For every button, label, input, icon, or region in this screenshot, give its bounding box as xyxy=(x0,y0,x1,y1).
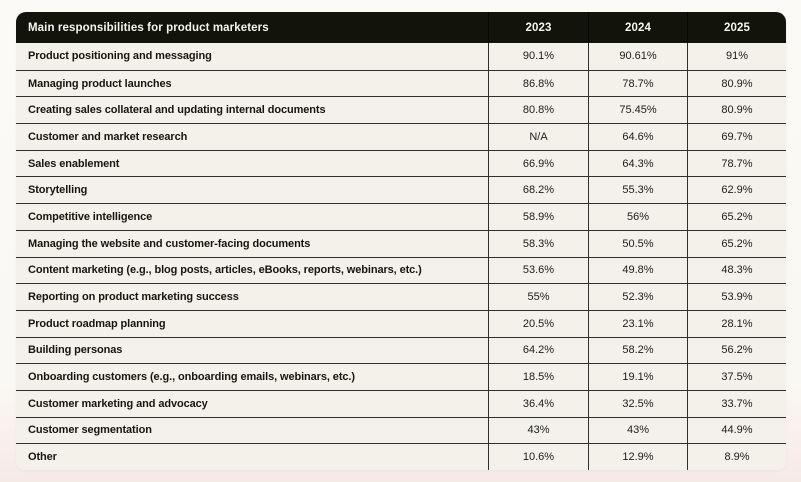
cell-2024: 50.5% xyxy=(588,230,687,257)
row-label: Creating sales collateral and updating i… xyxy=(28,104,326,117)
cell-2024: 64.6% xyxy=(588,124,687,150)
cell-2023: 36.4% xyxy=(488,390,588,417)
row-label: Content marketing (e.g., blog posts, art… xyxy=(28,264,422,277)
cell-2025: 33.7% xyxy=(687,390,786,417)
row-label: Managing product launches xyxy=(28,77,172,90)
header-year-2025: 2025 xyxy=(687,12,786,43)
data-table: Main responsibilities for product market… xyxy=(16,12,786,470)
cell-2023: 53.6% xyxy=(488,257,588,284)
cell-2023: 55% xyxy=(488,284,588,310)
table-row: Customer and market research N/A 64.6% 6… xyxy=(16,123,786,150)
row-label: Building personas xyxy=(28,344,123,357)
cell-2023: 43% xyxy=(488,417,588,444)
table-row: Building personas 64.2% 58.2% 56.2% xyxy=(16,336,786,364)
cell-2025: 65.2% xyxy=(687,204,786,230)
table-header-row: Main responsibilities for product market… xyxy=(16,12,786,43)
cell-2024: 55.3% xyxy=(588,177,687,204)
table-row: Reporting on product marketing success 5… xyxy=(16,283,786,310)
cell-2024: 43% xyxy=(588,417,687,444)
table-row: Storytelling 68.2% 55.3% 62.9% xyxy=(16,176,786,204)
cell-2025: 56.2% xyxy=(687,337,786,364)
cell-2025: 44.9% xyxy=(687,417,786,444)
row-label: Customer and market research xyxy=(28,130,188,143)
cell-2023: 90.1% xyxy=(488,43,588,70)
cell-2025: 80.9% xyxy=(687,97,786,124)
cell-2023: 68.2% xyxy=(488,177,588,204)
cell-2024: 23.1% xyxy=(588,310,687,337)
header-year-2023: 2023 xyxy=(488,12,588,43)
cell-2025: 48.3% xyxy=(687,257,786,284)
table-row: Competitive intelligence 58.9% 56% 65.2% xyxy=(16,203,786,230)
cell-2024: 52.3% xyxy=(588,284,687,310)
table-row: Product roadmap planning 20.5% 23.1% 28.… xyxy=(16,309,786,337)
cell-2023: N/A xyxy=(488,124,588,150)
row-label: Product positioning and messaging xyxy=(28,50,212,63)
header-year-2024: 2024 xyxy=(588,12,687,43)
table-row: Content marketing (e.g., blog posts, art… xyxy=(16,256,786,284)
cell-2025: 78.7% xyxy=(687,150,786,177)
cell-2023: 18.5% xyxy=(488,364,588,390)
cell-2024: 12.9% xyxy=(588,444,687,470)
table-row: Customer segmentation 43% 43% 44.9% xyxy=(16,416,786,444)
cell-2024: 32.5% xyxy=(588,390,687,417)
cell-2023: 58.3% xyxy=(488,230,588,257)
row-label: Onboarding customers (e.g., onboarding e… xyxy=(28,371,355,384)
cell-2024: 75.45% xyxy=(588,97,687,124)
cell-2025: 8.9% xyxy=(687,444,786,470)
row-label: Competitive intelligence xyxy=(28,210,153,223)
cell-2025: 91% xyxy=(687,43,786,70)
row-label: Storytelling xyxy=(28,184,88,197)
cell-2024: 58.2% xyxy=(588,337,687,364)
cell-2025: 80.9% xyxy=(687,70,786,97)
cell-2025: 28.1% xyxy=(687,310,786,337)
cell-2024: 49.8% xyxy=(588,257,687,284)
header-title: Main responsibilities for product market… xyxy=(28,21,269,34)
cell-2024: 78.7% xyxy=(588,70,687,97)
row-label: Sales enablement xyxy=(28,157,120,170)
cell-2024: 64.3% xyxy=(588,150,687,177)
row-label: Product roadmap planning xyxy=(28,317,166,330)
table-row: Sales enablement 66.9% 64.3% 78.7% xyxy=(16,149,786,177)
cell-2023: 86.8% xyxy=(488,70,588,97)
row-label: Reporting on product marketing success xyxy=(28,291,239,304)
table-row: Product positioning and messaging 90.1% … xyxy=(16,43,786,70)
table-row: Onboarding customers (e.g., onboarding e… xyxy=(16,363,786,390)
cell-2025: 53.9% xyxy=(687,284,786,310)
row-label: Managing the website and customer-facing… xyxy=(28,237,311,250)
cell-2025: 69.7% xyxy=(687,124,786,150)
cell-2024: 56% xyxy=(588,204,687,230)
cell-2023: 10.6% xyxy=(488,444,588,470)
row-label: Other xyxy=(28,451,57,464)
table-row: Managing the website and customer-facing… xyxy=(16,229,786,257)
row-label: Customer marketing and advocacy xyxy=(28,397,208,410)
cell-2025: 37.5% xyxy=(687,364,786,390)
cell-2025: 65.2% xyxy=(687,230,786,257)
table-row: Customer marketing and advocacy 36.4% 32… xyxy=(16,389,786,417)
cell-2023: 80.8% xyxy=(488,97,588,124)
cell-2023: 58.9% xyxy=(488,204,588,230)
table-row: Other 10.6% 12.9% 8.9% xyxy=(16,443,786,470)
table-row: Creating sales collateral and updating i… xyxy=(16,96,786,124)
cell-2023: 64.2% xyxy=(488,337,588,364)
row-label: Customer segmentation xyxy=(28,424,152,437)
cell-2024: 90.61% xyxy=(588,43,687,70)
cell-2025: 62.9% xyxy=(687,177,786,204)
cell-2023: 20.5% xyxy=(488,310,588,337)
cell-2024: 19.1% xyxy=(588,364,687,390)
table-row: Managing product launches 86.8% 78.7% 80… xyxy=(16,69,786,97)
cell-2023: 66.9% xyxy=(488,150,588,177)
